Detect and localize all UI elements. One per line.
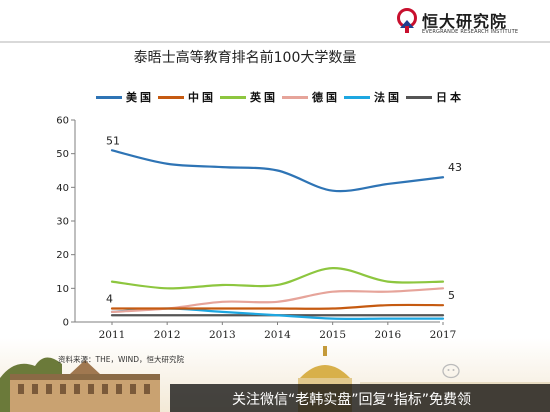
legend-swatch bbox=[220, 96, 246, 99]
chart-title: 泰晤士高等教育排名前100大学数量 bbox=[133, 50, 357, 66]
y-tick-label: 10 bbox=[56, 284, 69, 295]
chart-series bbox=[110, 149, 445, 320]
legend-swatch bbox=[344, 96, 370, 99]
legend-swatch bbox=[282, 96, 308, 99]
chart-annotations: 51 43 4 5 bbox=[106, 134, 462, 305]
brand-subtitle: EVERGRANDE RESEARCH INSTITUTE bbox=[422, 29, 519, 35]
evergrande-logo-icon bbox=[397, 8, 417, 33]
x-tick-label: 2017 bbox=[430, 329, 457, 340]
promo-banner bbox=[170, 384, 550, 412]
legend-label: 中国 bbox=[188, 91, 216, 104]
x-tick-label: 2015 bbox=[319, 329, 346, 340]
brand-name: 恒大研究院 bbox=[422, 12, 508, 31]
source-note: 资料来源：THE，WIND，恒大研究院 bbox=[58, 355, 184, 364]
legend-label: 法国 bbox=[374, 91, 402, 104]
y-tick-label: 20 bbox=[56, 250, 69, 261]
x-tick-label: 2016 bbox=[374, 329, 401, 340]
x-tick-label: 2014 bbox=[264, 329, 291, 340]
x-tick-label: 2013 bbox=[209, 329, 236, 340]
legend-label: 美国 bbox=[126, 91, 154, 104]
data-label: 4 bbox=[106, 293, 113, 306]
brand-logo: 恒大研究院 EVERGRANDE RESEARCH INSTITUTE bbox=[396, 6, 546, 40]
promo-text: 关注微信“老韩实盘”回复“指标”免费领 bbox=[232, 392, 472, 408]
data-label: 51 bbox=[106, 134, 120, 147]
legend-swatch bbox=[158, 96, 184, 99]
legend-label: 德国 bbox=[312, 91, 340, 104]
legend-label: 英国 bbox=[250, 91, 278, 104]
y-tick-label: 30 bbox=[56, 217, 69, 228]
x-tick-label: 2011 bbox=[99, 329, 126, 340]
chart-axes: 0 10 20 30 40 50 60 2011 2012 2013 2014 2015 2016 201… bbox=[56, 116, 456, 341]
header-divider bbox=[0, 41, 550, 43]
series-line-英国 bbox=[110, 267, 445, 290]
series-line-美国 bbox=[110, 149, 445, 193]
wechat-watermark-icon bbox=[442, 363, 460, 379]
legend-label: 日本 bbox=[436, 91, 464, 104]
line-chart: 0 10 20 30 40 50 60 2011 2012 2013 2014 2015 2016 201… bbox=[56, 116, 462, 341]
y-tick-label: 60 bbox=[56, 116, 69, 127]
legend-swatch bbox=[406, 96, 432, 99]
data-label: 5 bbox=[448, 289, 455, 302]
y-tick-label: 0 bbox=[63, 318, 69, 329]
legend-swatch bbox=[96, 96, 122, 99]
y-tick-label: 50 bbox=[56, 149, 69, 160]
y-tick-label: 40 bbox=[56, 183, 69, 194]
chart-legend: 美国 中国 英国 德国 法国 日本 bbox=[96, 89, 536, 105]
series-line-中国 bbox=[110, 303, 445, 310]
data-label: 43 bbox=[448, 161, 462, 174]
x-tick-label: 2012 bbox=[154, 329, 181, 340]
